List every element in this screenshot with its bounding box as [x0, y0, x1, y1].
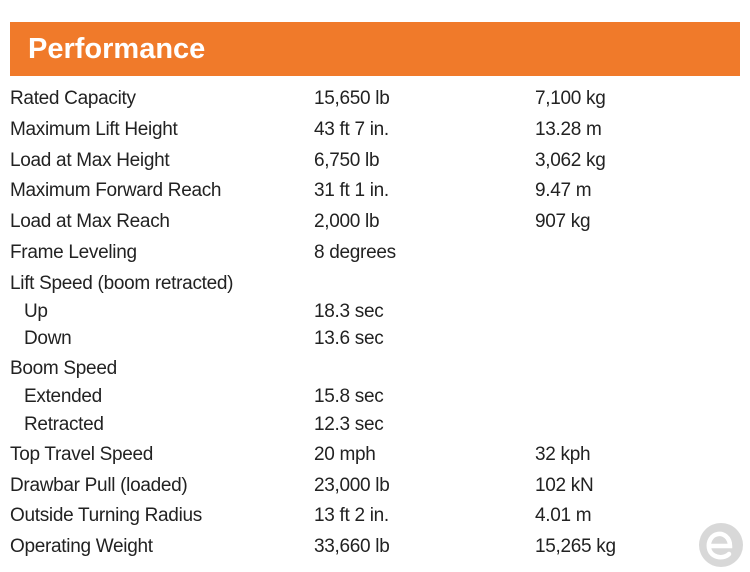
row-label: Operating Weight [10, 536, 153, 558]
row-label: Maximum Forward Reach [10, 180, 222, 202]
sub-label: Retracted [24, 413, 104, 435]
sub-label: Extended [24, 386, 102, 408]
row-value: 13 ft 2 in. [314, 505, 389, 527]
section-header: Performance [10, 22, 740, 76]
row-value: 13.28 m [535, 118, 602, 140]
row-value: 9.47 m [535, 180, 592, 202]
section-title: Performance [28, 33, 206, 65]
row-value: 33,660 lb [314, 536, 390, 558]
row-label: Outside Turning Radius [10, 505, 202, 527]
row-label: Rated Capacity [10, 88, 136, 109]
row-value: 15,650 lb [314, 88, 390, 109]
row-value: 4.01 m [535, 505, 592, 527]
row-value: 15,265 kg [535, 536, 616, 558]
row-value: 13.6 sec [314, 328, 384, 350]
row-value: 7,100 kg [535, 88, 606, 109]
row-label: Drawbar Pull (loaded) [10, 474, 188, 496]
sub-label: Up [24, 300, 48, 322]
row-value: 43 ft 7 in. [314, 118, 389, 140]
row-value: 8 degrees [314, 242, 396, 263]
row-label: Frame Leveling [10, 242, 137, 263]
row-label: Maximum Lift Height [10, 118, 178, 140]
row-value: 18.3 sec [314, 300, 384, 322]
row-value: 20 mph [314, 443, 376, 465]
row-label: Load at Max Height [10, 149, 170, 171]
row-value: 31 ft 1 in. [314, 180, 389, 202]
row-value: 23,000 lb [314, 474, 390, 496]
row-label: Load at Max Reach [10, 211, 170, 233]
row-value: 3,062 kg [535, 149, 606, 171]
sub-label: Down [24, 328, 72, 350]
row-value: 6,750 lb [314, 149, 380, 171]
row-value: 2,000 lb [314, 211, 380, 233]
row-value: 32 kph [535, 443, 591, 465]
row-label: Top Travel Speed [10, 443, 154, 465]
row-value: 907 kg [535, 211, 591, 233]
row-label: Boom Speed [10, 358, 117, 380]
row-value: 12.3 sec [314, 413, 384, 435]
watermark-logo [699, 523, 743, 567]
row-value: 102 kN [535, 474, 594, 496]
row-value: 15.8 sec [314, 386, 384, 408]
row-label: Lift Speed (boom retracted) [10, 272, 234, 294]
